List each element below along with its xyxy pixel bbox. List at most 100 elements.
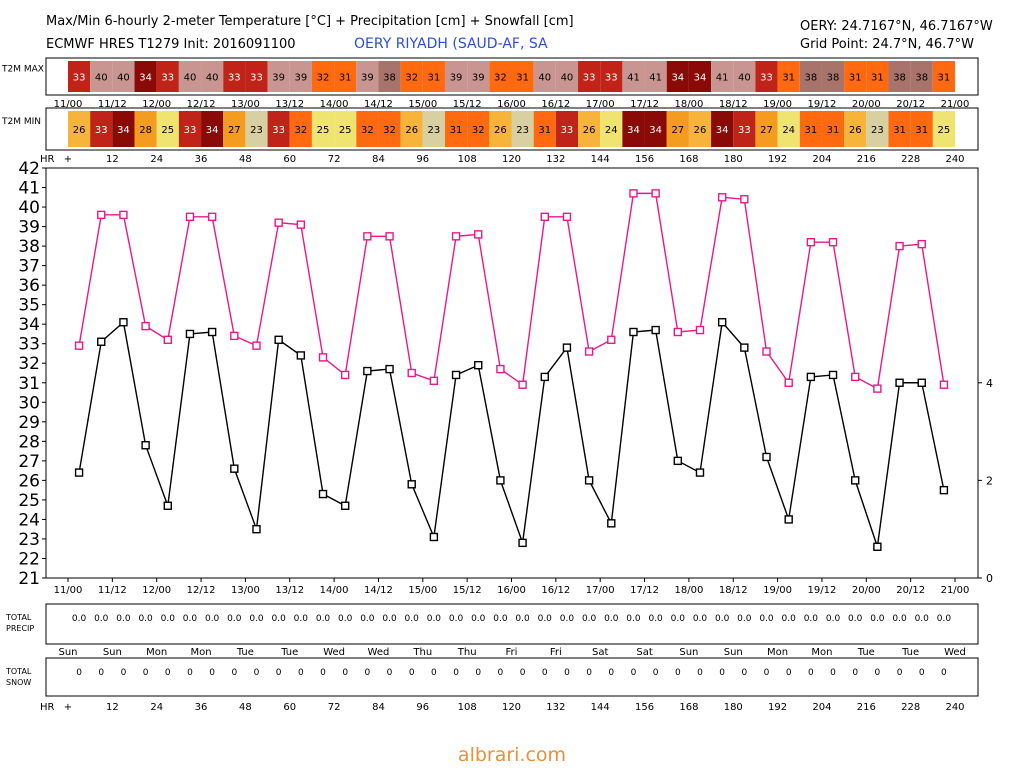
- min-temp-point: [385, 364, 394, 374]
- max-cell-label: 31: [849, 73, 862, 84]
- max-cell: [644, 61, 667, 92]
- precip-value: 0.0: [382, 614, 397, 624]
- hr-label-top: 240: [945, 154, 964, 165]
- min-cell-label: 24: [605, 125, 618, 136]
- max-cell: [267, 61, 290, 92]
- max-cell: [600, 61, 623, 92]
- snow-value: 0: [941, 668, 947, 678]
- max-temp-point: [363, 232, 372, 241]
- max-temp-point: [207, 212, 217, 222]
- snow-value: 0: [276, 668, 282, 678]
- min-cell-label: 31: [827, 125, 840, 136]
- max-cell-label: 33: [73, 73, 86, 84]
- max-temp-point: [562, 212, 572, 222]
- max-temp-point: [784, 378, 793, 387]
- precip-value: 0.0: [826, 614, 841, 624]
- snow-value: 0: [675, 668, 681, 678]
- min-cell-label: 32: [383, 125, 396, 136]
- y-tick-label: 24: [18, 510, 40, 530]
- hr-label-bottom: 108: [458, 702, 477, 713]
- max-cell-label: 31: [339, 73, 352, 84]
- hr-axis-label: HR: [40, 154, 55, 165]
- precip-value: 0.0: [205, 614, 220, 624]
- max-temp-point: [296, 220, 306, 229]
- min-cell: [444, 111, 468, 147]
- precip-value: 0.0: [427, 614, 442, 624]
- min-cell: [644, 111, 667, 147]
- min-cell-label: 31: [538, 125, 551, 136]
- snow-value: 0: [209, 668, 215, 678]
- min-cell: [489, 111, 512, 147]
- hr-label-top: 204: [812, 154, 831, 165]
- min-cell: [688, 111, 712, 147]
- snow-value: 0: [254, 668, 260, 678]
- day-label: Sun: [58, 647, 77, 658]
- max-cell-label: 41: [627, 73, 640, 84]
- max-cell-label: 33: [605, 73, 618, 84]
- max-cell: [555, 61, 579, 92]
- min-cell-label: 26: [73, 125, 86, 136]
- snow-value: 0: [320, 668, 326, 678]
- hr-label-bottom: 96: [416, 702, 429, 713]
- min-temp-line: [78, 320, 945, 547]
- min-cell-label: 26: [849, 125, 862, 136]
- hr-label-top: 168: [679, 154, 698, 165]
- min-cell-label: 33: [272, 125, 285, 136]
- date-label-top: 15/00: [408, 99, 437, 110]
- date-label-bottom: 18/12: [719, 585, 748, 596]
- max-cell: [666, 61, 689, 92]
- max-cell: [866, 61, 889, 92]
- min-cell: [245, 111, 268, 147]
- max-cell-label: 38: [383, 73, 396, 84]
- min-temp-point: [163, 501, 172, 510]
- min-cell: [334, 111, 357, 147]
- hr-label-bottom: 156: [635, 702, 654, 713]
- snow-value: 0: [697, 668, 703, 678]
- max-cell: [578, 61, 601, 92]
- date-label-top: 15/12: [453, 99, 482, 110]
- plot-frame: [45, 167, 979, 579]
- max-cell: [311, 61, 335, 92]
- max-cell-label: 41: [716, 73, 729, 84]
- date-label-bottom: 15/12: [453, 585, 482, 596]
- max-cell-label: 33: [583, 73, 596, 84]
- min-cell: [178, 111, 202, 147]
- max-temp-point: [474, 230, 483, 239]
- max-temp-point: [806, 237, 816, 247]
- date-label-bottom: 21/00: [941, 585, 970, 596]
- precip-value: 0.0: [471, 614, 486, 624]
- day-label: Sun: [679, 647, 698, 658]
- date-label-bottom: 20/12: [896, 585, 925, 596]
- max-cell-label: 40: [206, 73, 219, 84]
- snow-value: 0: [786, 668, 792, 678]
- y-tick-label: 36: [18, 276, 40, 296]
- min-temp-point: [784, 515, 793, 524]
- max-cell: [467, 61, 490, 92]
- min-temp-point: [451, 370, 461, 380]
- min-cell: [467, 111, 490, 147]
- hr-label-bottom: 84: [372, 702, 385, 713]
- precip-value: 0.0: [693, 614, 708, 624]
- max-cell-label: 34: [671, 73, 684, 84]
- max-cell: [888, 61, 911, 92]
- min-temp-point: [274, 335, 283, 345]
- precip-value: 0.0: [271, 614, 286, 624]
- date-label-bottom: 14/00: [320, 585, 349, 596]
- max-cell-label: 38: [804, 73, 817, 84]
- max-temp-point: [74, 341, 84, 350]
- snow-value: 0: [409, 668, 415, 678]
- min-temp-point: [363, 366, 372, 376]
- min-cell: [90, 111, 113, 147]
- min-temp-point: [230, 464, 239, 473]
- min-temp-point: [851, 476, 860, 485]
- y-tick-label: 35: [18, 296, 40, 316]
- min-cell-label: 25: [339, 125, 352, 136]
- date-label-top: 18/12: [719, 99, 748, 110]
- max-temp-point: [607, 335, 616, 345]
- max-temp-point: [407, 368, 416, 378]
- day-label: Tue: [901, 647, 919, 658]
- hr-label-top: 120: [502, 154, 521, 165]
- precip-value: 0.0: [648, 614, 663, 624]
- max-temp-point: [141, 321, 150, 331]
- max-cell-label: 32: [494, 73, 507, 84]
